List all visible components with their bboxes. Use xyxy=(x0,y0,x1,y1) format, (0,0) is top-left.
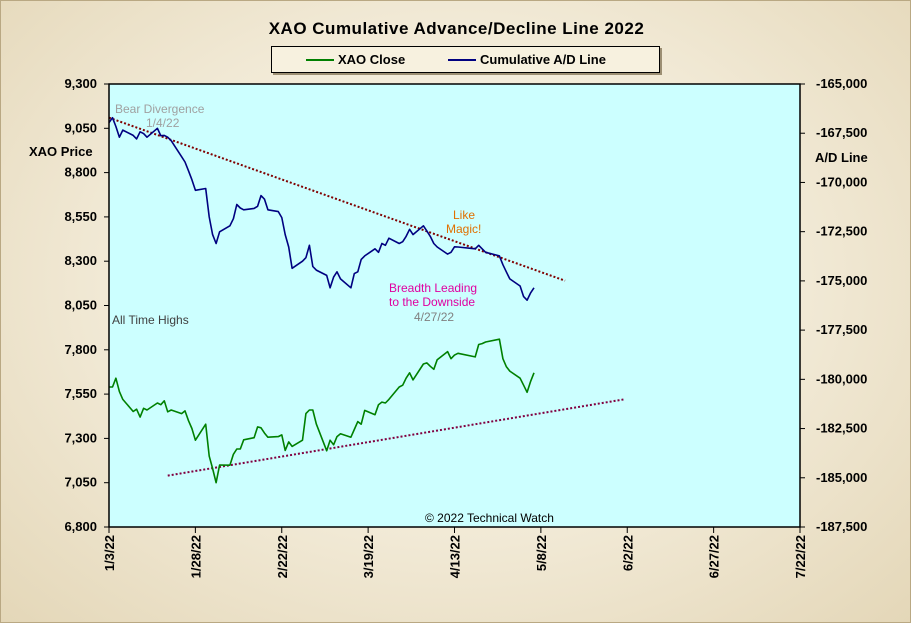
y2-tick-label: -185,000 xyxy=(816,470,867,485)
trendline-resistance xyxy=(108,116,566,282)
plot-border xyxy=(108,83,801,528)
legend-swatch-ad-line xyxy=(448,59,476,61)
tick-labels: 9,300 9,050 8,800 8,550 8,300 8,050 7,800 7,550… xyxy=(64,76,867,578)
x-tick-label: 7/22/22 xyxy=(793,535,808,578)
y-tick-label: 9,300 xyxy=(64,76,97,91)
y-tick-label: 7,300 xyxy=(64,430,97,445)
y-tick-label: 7,800 xyxy=(64,342,97,357)
trendline-support xyxy=(167,398,624,477)
annotation-magic: Magic! xyxy=(446,222,481,236)
x-tick-label: 1/28/22 xyxy=(188,535,203,578)
y2-tick-label: -175,000 xyxy=(816,273,867,288)
y2-tick-label: -180,000 xyxy=(816,371,867,386)
annotation-like: Like xyxy=(453,208,475,222)
y2-tick-label: -165,000 xyxy=(816,76,867,91)
legend-swatch-xao-close xyxy=(306,59,334,61)
y-tick-label: 7,550 xyxy=(64,386,97,401)
x-tick-label: 2/22/22 xyxy=(275,535,290,578)
y-tick-label: 8,300 xyxy=(64,253,97,268)
legend-item-xao-close: XAO Close xyxy=(306,52,456,68)
y2-tick-label: -167,500 xyxy=(816,125,867,140)
y2-tick-label: -170,000 xyxy=(816,174,867,189)
annotation-downside: to the Downside xyxy=(389,295,475,309)
y-tick-label: 8,050 xyxy=(64,298,97,313)
series-line-xao-close xyxy=(109,338,535,484)
x-tick-label: 6/2/22 xyxy=(620,535,635,571)
y2-axis-title: A/D Line xyxy=(815,150,868,165)
axis-ticks xyxy=(104,83,805,533)
annotation-bear-divergence: Bear Divergence xyxy=(115,102,205,116)
y2-tick-label: -177,500 xyxy=(816,322,867,337)
annotation-all-time-highs: All Time Highs xyxy=(112,313,189,327)
annotation-bear-divergence-date: 1/4/22 xyxy=(146,116,180,130)
trendlines xyxy=(108,116,624,477)
y2-tick-label: -187,500 xyxy=(816,519,867,534)
series-line-cumulative-ad xyxy=(108,116,535,302)
y-axis-title: XAO Price xyxy=(29,144,93,159)
copyright-text: © 2022 Technical Watch xyxy=(425,511,554,525)
x-tick-label: 6/27/22 xyxy=(707,535,722,578)
y-tick-label: 6,800 xyxy=(64,519,97,534)
y2-tick-label: -182,500 xyxy=(816,421,867,436)
x-tick-label: 5/8/22 xyxy=(534,535,549,571)
x-tick-label: 1/3/22 xyxy=(102,535,117,571)
y2-tick-label: -172,500 xyxy=(816,224,867,239)
annotation-breadth-leading: Breadth Leading xyxy=(389,281,477,295)
y-tick-label: 8,550 xyxy=(64,209,97,224)
legend-label-xao-close: XAO Close xyxy=(338,52,406,67)
y-tick-label: 8,800 xyxy=(64,165,97,180)
legend-label-ad-line: Cumulative A/D Line xyxy=(480,52,606,67)
legend-item-ad-line: Cumulative A/D Line xyxy=(448,52,648,68)
x-tick-label: 4/13/22 xyxy=(448,535,463,578)
chart-title: XAO Cumulative Advance/Decline Line 2022 xyxy=(268,19,645,38)
y-tick-label: 7,050 xyxy=(64,475,97,490)
series-lines xyxy=(108,116,535,484)
annotation-date-4-27: 4/27/22 xyxy=(414,310,454,324)
y-tick-label: 9,050 xyxy=(64,120,97,135)
x-tick-label: 3/19/22 xyxy=(361,535,376,578)
legend: XAO Close Cumulative A/D Line xyxy=(271,46,660,73)
